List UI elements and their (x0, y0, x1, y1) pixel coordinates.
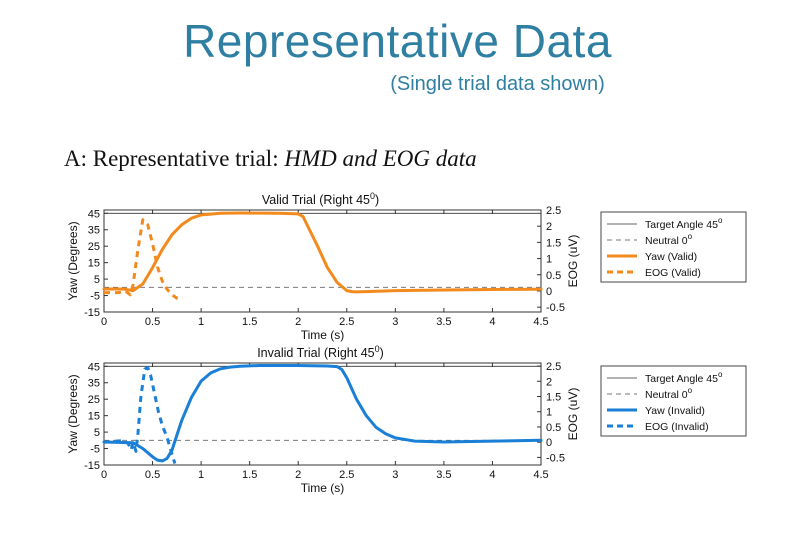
invalid-chart-title: Invalid Trial (Right 450) (257, 344, 384, 360)
valid-legend-label-sup: o (718, 216, 723, 225)
invalid-x-axis-label: Time (s) (301, 481, 345, 495)
valid-y2-axis-label: EOG (uV) (566, 235, 580, 288)
invalid-series-eog-line (103, 366, 177, 464)
valid-y2-tick-label: 2.5 (546, 205, 561, 217)
invalid-x-tick-label: 0.5 (145, 469, 160, 481)
valid-legend-label: Target Angle 45o (645, 216, 723, 231)
invalid-chart: 0 0.5 1 1.5 2 2.5 3 3.5 4 4.5 45 35 25 15 5 -5 -15 2.5 2 1.… (66, 344, 747, 495)
valid-x-tick-label: 0 (101, 316, 107, 328)
invalid-x-tick-label: 3.5 (436, 469, 451, 481)
slide-title: Representative Data (183, 15, 612, 67)
valid-x-axis-label: Time (s) (301, 328, 345, 342)
section-prefix: A: (64, 146, 87, 171)
invalid-chart-title-close: ) (380, 346, 384, 360)
valid-chart-title-sup: 0 (370, 191, 375, 201)
invalid-chart-title-sup: 0 (375, 344, 380, 354)
invalid-y2-axis-label: EOG (uV) (566, 388, 580, 441)
invalid-y-tick-label: -15 (84, 460, 100, 472)
valid-y2-tick-label: 2 (546, 221, 552, 233)
invalid-y2-tick-label: 0.5 (546, 422, 561, 434)
invalid-legend-label: Neutral 0o (645, 386, 693, 401)
valid-x-tick-label: 2 (295, 316, 301, 328)
valid-y-tick-label: 25 (88, 241, 100, 253)
valid-x-tick-label: 3 (392, 316, 398, 328)
invalid-x-tick-label: 3 (392, 469, 398, 481)
valid-legend-label-sup: o (688, 232, 693, 241)
valid-y-tick-label: 5 (94, 274, 100, 286)
invalid-y2-tick-label: 2 (546, 376, 552, 388)
invalid-x-tick-label: 0 (101, 469, 107, 481)
valid-y2-tick-label: 1.5 (546, 237, 561, 249)
valid-chart-title-close: ) (375, 193, 379, 207)
invalid-y-axis-label: Yaw (Degrees) (66, 374, 80, 453)
invalid-y2-tick-label: 1 (546, 407, 552, 419)
valid-y2-tick-label: 1 (546, 254, 552, 266)
slide-subtitle: (Single trial data shown) (390, 73, 605, 95)
invalid-series-yaw-line (102, 364, 543, 463)
section-text: Representative trial: (87, 146, 285, 171)
valid-y-tick-label: 35 (88, 225, 100, 237)
valid-x-tick-label: 4.5 (533, 316, 548, 328)
valid-legend-label: Neutral 0o (645, 232, 693, 247)
invalid-y-tick-label: 15 (88, 411, 100, 423)
invalid-legend-label-sup: o (718, 370, 723, 379)
invalid-y-tick-label: 25 (88, 394, 100, 406)
valid-legend-label: Yaw (Valid) (645, 251, 697, 263)
valid-y-tick-label: -15 (84, 307, 100, 319)
valid-series-yaw-line (102, 211, 543, 294)
invalid-y-tick-label: 45 (88, 361, 100, 373)
valid-y-tick-label: 15 (88, 258, 100, 270)
valid-chart-title: Valid Trial (Right 450) (262, 191, 379, 207)
invalid-legend-label: Target Angle 45o (645, 370, 723, 385)
invalid-x-tick-label: 1 (198, 469, 204, 481)
invalid-y-tick-label: 5 (94, 427, 100, 439)
valid-y2-tick-label: 0 (546, 286, 552, 298)
invalid-y2-tick-label: 1.5 (546, 391, 561, 403)
valid-plot-frame (103, 209, 542, 313)
invalid-y-tick-label: -5 (90, 444, 100, 456)
valid-chart: 0 0.5 1 1.5 2 2.5 3 3.5 4 4.5 45 35 25 15 5 -5 -15 2.5 2 1.… (66, 191, 747, 342)
valid-legend-label: EOG (Valid) (645, 267, 701, 279)
invalid-legend-label: EOG (Invalid) (645, 421, 709, 433)
valid-y2-tick-label: -0.5 (546, 302, 565, 314)
valid-x-tick-label: 2.5 (339, 316, 354, 328)
valid-series-eog-line (104, 218, 181, 301)
valid-y-tick-label: -5 (90, 291, 100, 303)
section-italic-text: HMD and EOG data (284, 146, 477, 171)
invalid-plot-frame (103, 362, 542, 466)
invalid-y-tick-label: 35 (88, 378, 100, 390)
invalid-x-tick-label: 2.5 (339, 469, 354, 481)
invalid-legend-label: Yaw (Invalid) (645, 405, 705, 417)
valid-y-axis-label: Yaw (Degrees) (66, 221, 80, 300)
invalid-x-tick-label: 2 (295, 469, 301, 481)
valid-x-tick-label: 3.5 (436, 316, 451, 328)
invalid-y2-tick-label: 2.5 (546, 361, 561, 373)
valid-x-tick-label: 1 (198, 316, 204, 328)
invalid-x-tick-label: 1.5 (242, 469, 257, 481)
valid-x-tick-label: 1.5 (242, 316, 257, 328)
invalid-x-tick-label: 4.5 (533, 469, 548, 481)
invalid-x-tick-label: 4 (489, 469, 495, 481)
valid-x-tick-label: 0.5 (145, 316, 160, 328)
valid-y2-tick-label: 0.5 (546, 270, 561, 282)
section-heading: A: Representative trial: HMD and EOG dat… (64, 146, 477, 172)
valid-x-tick-label: 4 (489, 316, 495, 328)
valid-y-tick-label: 45 (88, 208, 100, 220)
invalid-y2-tick-label: 0 (546, 437, 552, 449)
invalid-legend-label-sup: o (688, 386, 693, 395)
invalid-y2-tick-label: -0.5 (546, 452, 565, 464)
